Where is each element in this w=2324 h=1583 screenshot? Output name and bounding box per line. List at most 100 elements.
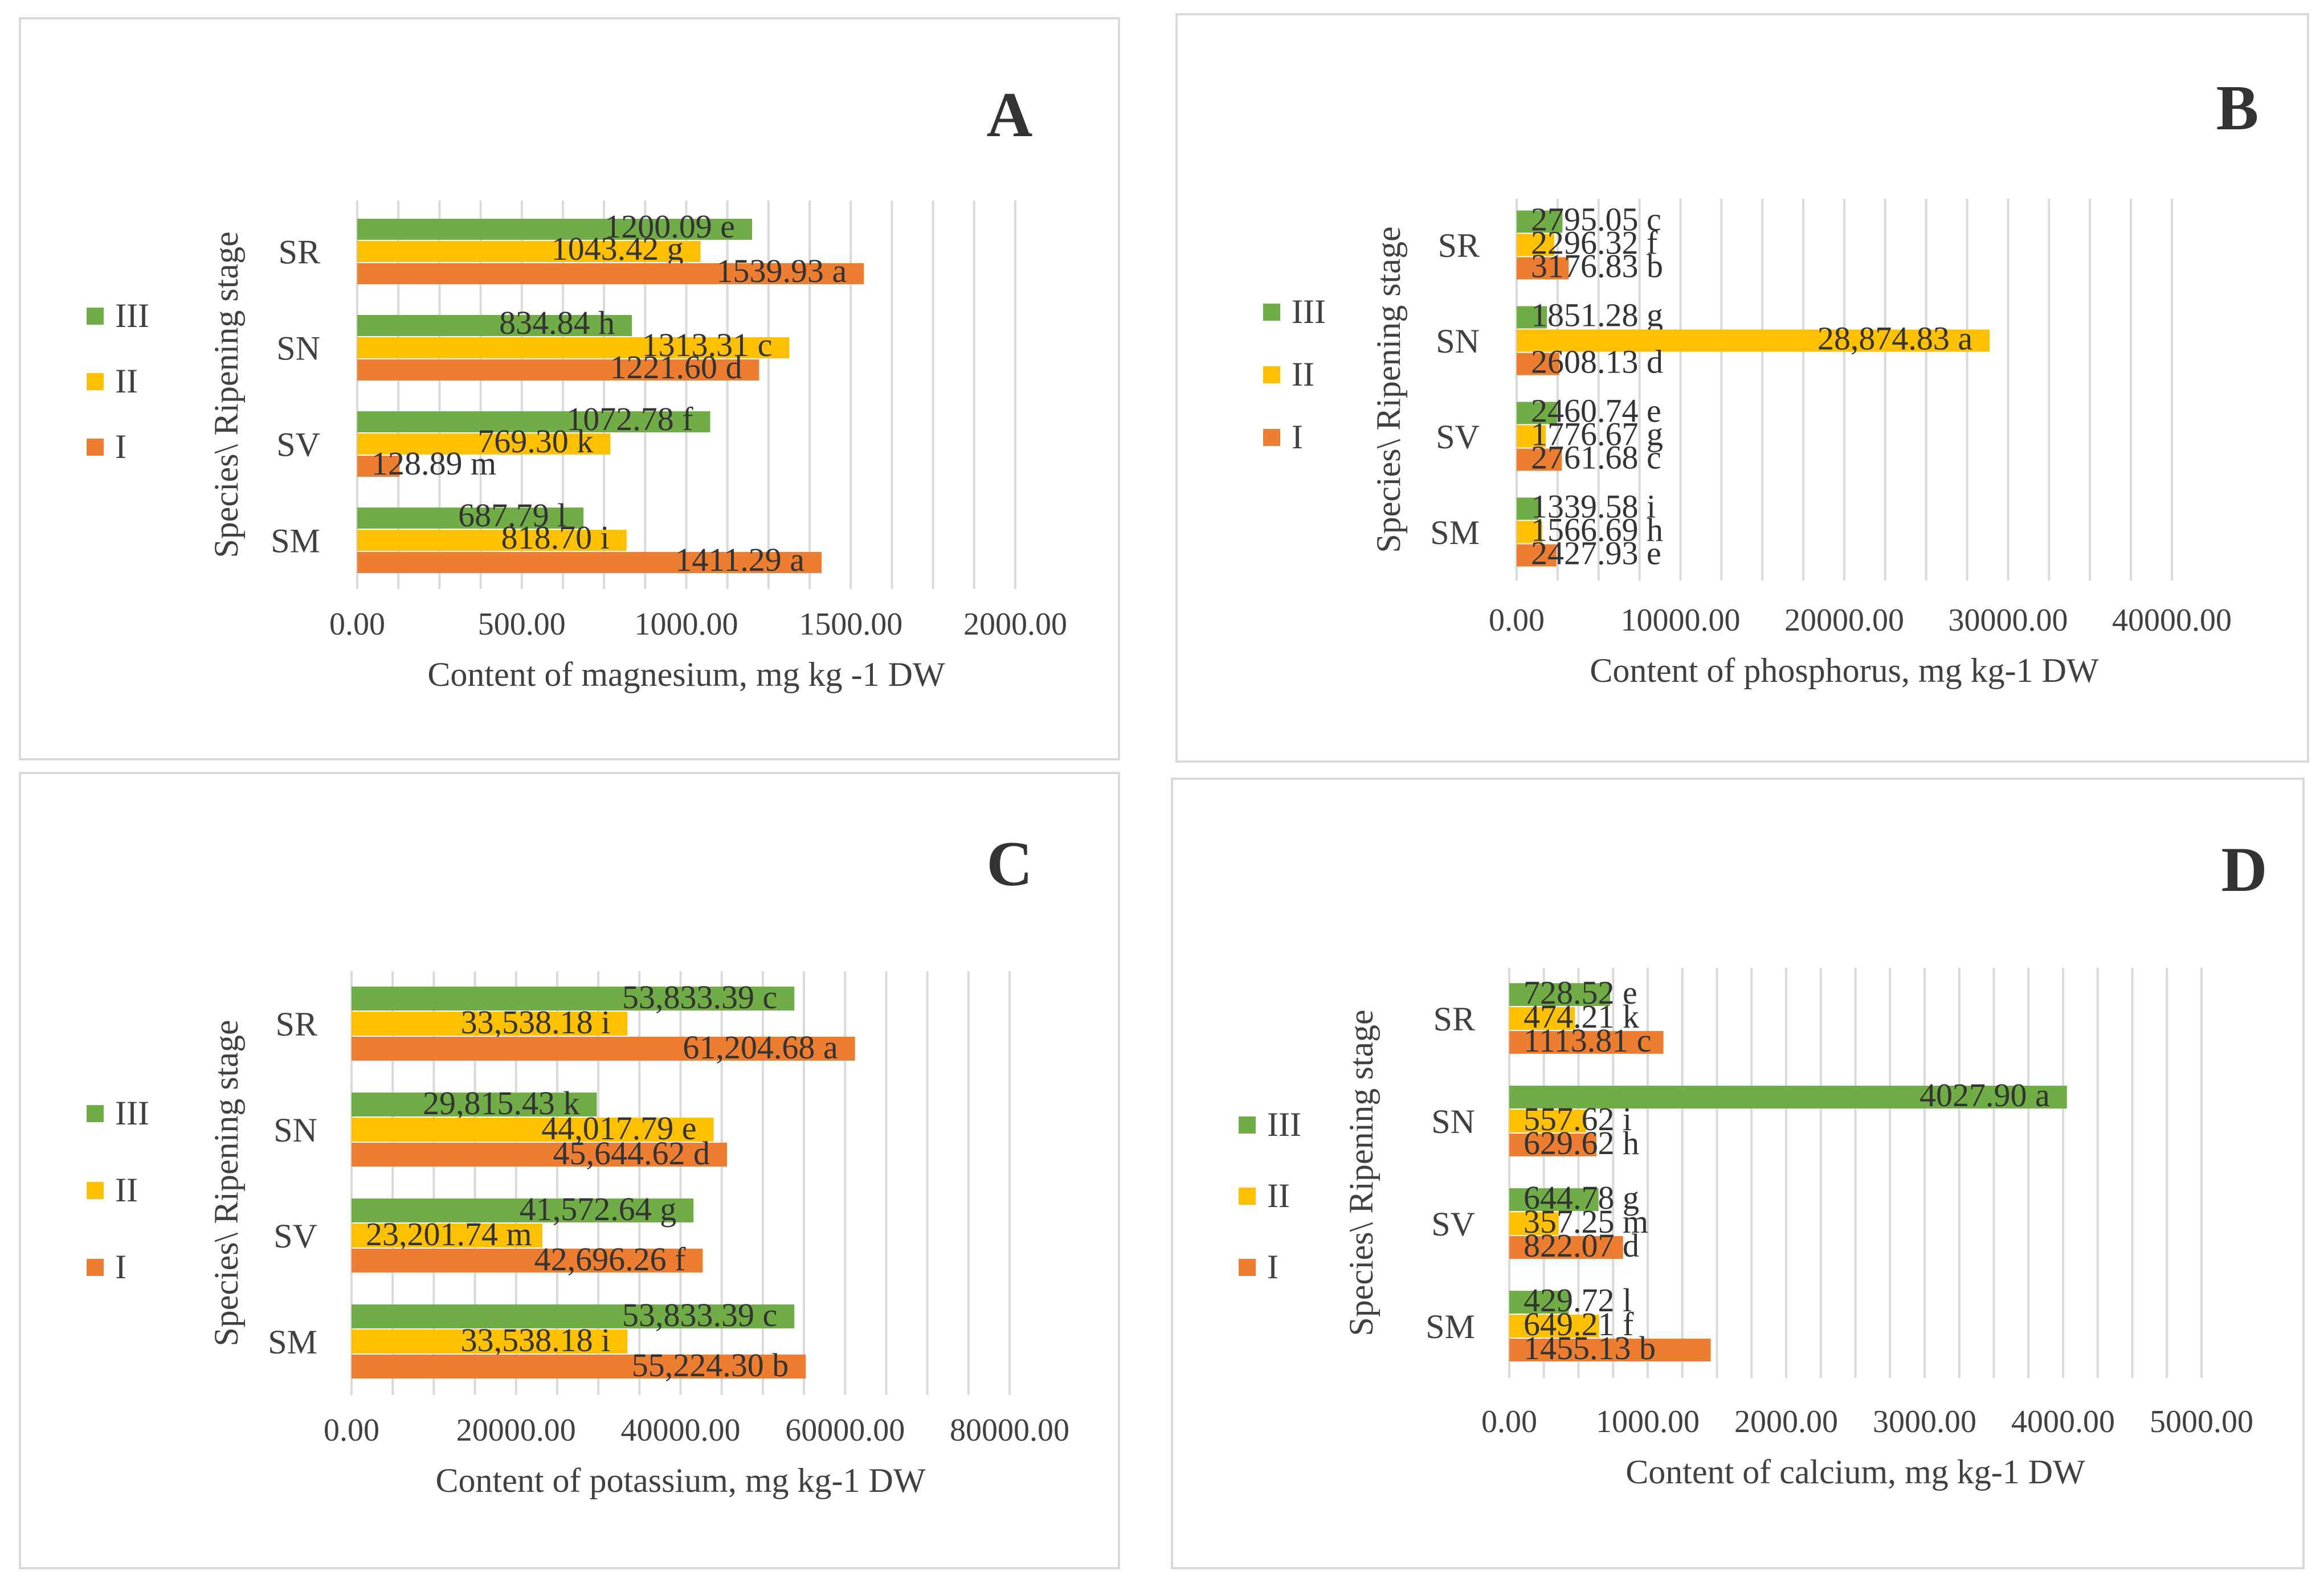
legend-label: II (1267, 1177, 1290, 1214)
legend-label: II (1292, 355, 1314, 393)
data-label: 629.62 h (1524, 1124, 1639, 1161)
panel-letter-a: A (987, 80, 1033, 150)
legend-label: III (115, 297, 149, 334)
bar-c-sm-ii (352, 1330, 628, 1353)
y-axis-title: Species\ Ripening stage (207, 231, 245, 558)
data-label: 128.89 m (371, 445, 496, 482)
bar-c-sn-ii (352, 1118, 714, 1142)
data-label: 42,696.26 f (534, 1241, 687, 1278)
data-label: 23,201.74 m (366, 1216, 532, 1253)
bar-c-sr-ii (352, 1012, 628, 1036)
bar-a-sm-i (357, 552, 822, 573)
bar-b-sv-ii (1517, 425, 1546, 448)
x-axis-title: Content of calcium, mg kg-1 DW (1625, 1453, 2085, 1491)
data-label: 29,815.43 k (423, 1085, 580, 1122)
data-label: 1539.93 a (717, 252, 847, 289)
legend-label: III (1267, 1106, 1301, 1143)
bar-c-sv-i (352, 1249, 703, 1273)
chart-panel-c: C 0.00 20000.00 40000.00 60000.00 80000.00 53,… (19, 772, 1120, 1569)
bar-d-sn-ii (1509, 1110, 1587, 1132)
data-label: 2608.13 d (1531, 343, 1663, 381)
category-label: SV (1431, 1205, 1475, 1243)
data-label: 728.52 e (1524, 974, 1637, 1011)
bar-d-sv-ii (1509, 1212, 1559, 1235)
bar-a-sv-iii (357, 411, 710, 432)
legend-swatch-i (1239, 1259, 1256, 1276)
category-label: SR (276, 1005, 317, 1043)
legend-swatch-iii (1239, 1116, 1256, 1134)
category-label: SR (279, 234, 320, 271)
category-label: SN (1431, 1103, 1475, 1140)
legend-label: II (115, 362, 138, 400)
bar-b-sv-i (1517, 448, 1562, 471)
bar-a-sm-ii (357, 530, 627, 551)
legend-swatch-ii (87, 373, 104, 390)
category-label: SM (271, 522, 320, 560)
x-tick-label: 20000.00 (456, 1413, 576, 1448)
x-tick-label: 1000.00 (635, 607, 738, 642)
x-tick-label: 2000.00 (963, 607, 1067, 642)
bar-c-sm-iii (352, 1304, 795, 1328)
bar-d-sr-i (1509, 1031, 1664, 1054)
data-label: 1043.42 g (552, 230, 684, 267)
category-label: SV (273, 1217, 317, 1255)
panel-letter-b: B (2216, 73, 2259, 144)
data-label: 687.79 l (458, 497, 566, 534)
legend-label: I (1292, 418, 1303, 456)
data-label: 474.21 k (1524, 998, 1639, 1035)
legend-swatch-iii (87, 308, 104, 325)
legend-swatch-iii (1263, 304, 1280, 321)
bar-c-sm-i (352, 1355, 806, 1379)
category-label: SN (276, 330, 320, 367)
data-label: 2427.93 e (1531, 535, 1661, 572)
data-label: 1566.69 h (1531, 512, 1663, 549)
data-label: 1411.29 a (675, 541, 804, 578)
legend-swatch-ii (87, 1182, 104, 1199)
bar-a-sn-iii (357, 315, 632, 336)
data-label: 2761.68 c (1531, 439, 1661, 476)
data-label: 1339.58 i (1531, 488, 1656, 525)
panel-letter-d: D (2221, 835, 2268, 905)
category-label: SM (1426, 1308, 1475, 1345)
y-axis-title: Species\ Ripening stage (207, 1020, 245, 1346)
bar-b-sm-i (1517, 544, 1557, 567)
data-label: 769.30 k (477, 423, 593, 460)
data-label: 429.72 l (1524, 1282, 1632, 1319)
bar-c-sv-ii (352, 1224, 542, 1247)
bar-b-sn-ii (1517, 329, 1990, 352)
legend-label: III (1292, 293, 1326, 330)
bar-c-sr-iii (352, 987, 795, 1011)
data-label: 1776.67 g (1531, 416, 1663, 453)
data-label: 53,833.39 c (622, 979, 777, 1016)
x-axis-title: Content of phosphorus, mg kg-1 DW (1590, 652, 2099, 689)
category-label: SR (1433, 1000, 1475, 1038)
legend-label: II (115, 1171, 138, 1209)
bar-d-sv-iii (1509, 1188, 1599, 1211)
data-label: 61,204.68 a (683, 1029, 838, 1066)
x-tick-label: 40000.00 (621, 1413, 741, 1448)
legend-label: III (115, 1094, 149, 1132)
x-tick-label: 0.00 (329, 607, 385, 642)
bar-d-sr-iii (1509, 983, 1611, 1006)
x-axis-title: Content of magnesium, mg kg -1 DW (427, 656, 945, 693)
x-tick-label: 30000.00 (1949, 603, 2068, 638)
data-label: 1313.31 c (642, 326, 773, 363)
data-label: 2296.32 f (1531, 224, 1658, 261)
bar-a-sv-ii (357, 433, 611, 455)
x-tick-label: 0.00 (1489, 603, 1545, 638)
chart-d-svg: D 0.00 1000.00 2000.00 3000.00 4000.00 5000.00… (1239, 835, 2268, 1491)
bar-a-sv-i (357, 456, 400, 477)
legend-swatch-i (87, 1259, 104, 1276)
bar-d-sn-i (1509, 1134, 1596, 1156)
bar-d-sn-iii (1509, 1086, 2067, 1108)
data-label: 45,644.62 d (553, 1135, 710, 1172)
x-tick-label: 60000.00 (785, 1413, 905, 1448)
category-label: SR (1438, 227, 1480, 264)
bar-d-sm-ii (1509, 1315, 1599, 1337)
x-tick-label: 0.00 (324, 1413, 379, 1448)
chart-panel-b: B 0.00 10000.00 20000.00 30000.00 40000.00 133… (1175, 13, 2309, 763)
data-label: 557.62 i (1524, 1101, 1632, 1138)
y-axis-title: Species\ Ripening stage (1342, 1009, 1380, 1336)
bar-a-sn-ii (357, 337, 790, 358)
data-label: 41,572.64 g (520, 1191, 677, 1228)
